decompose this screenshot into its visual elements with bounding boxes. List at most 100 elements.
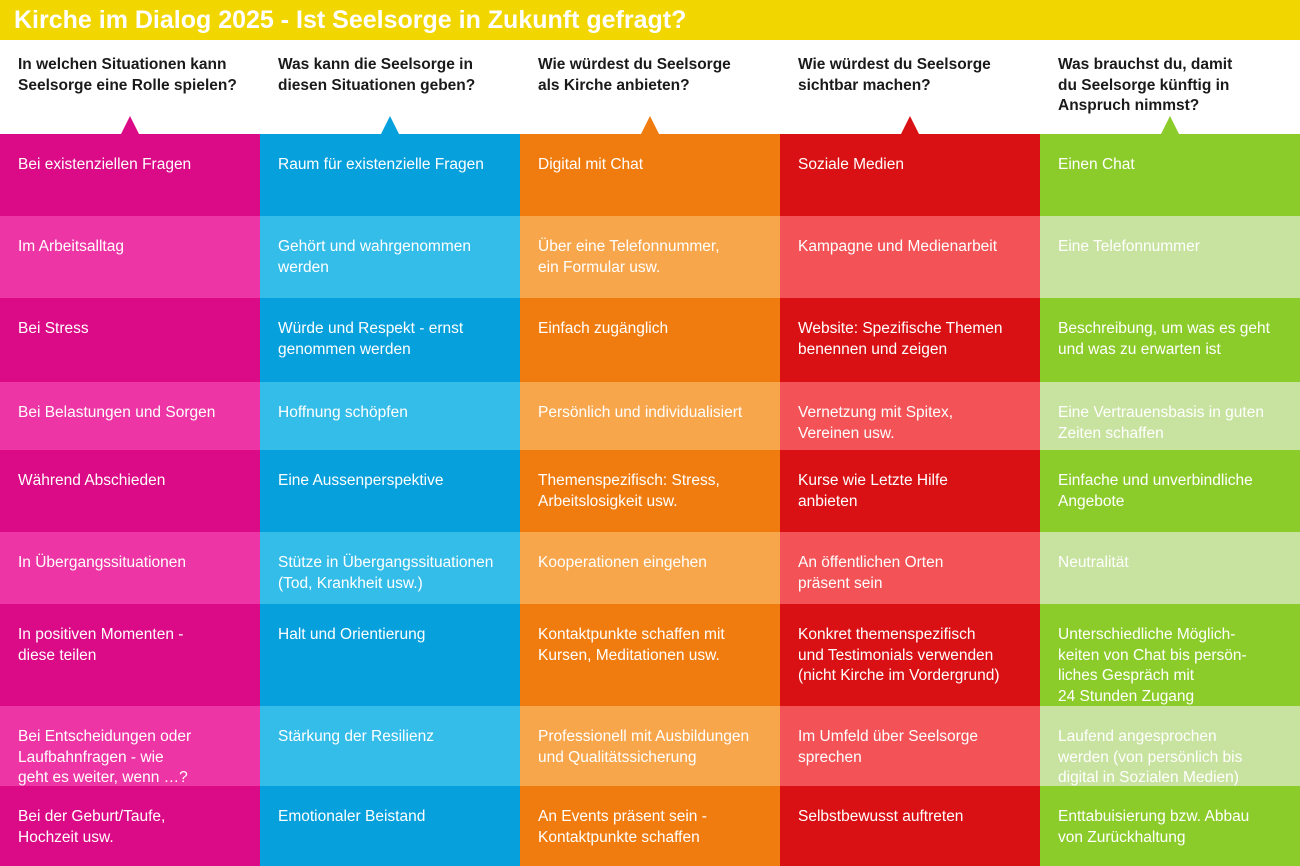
grid-cell: Professionell mit Ausbildungen und Quali… — [520, 706, 780, 786]
grid-cell: Unterschiedliche Möglich- keiten von Cha… — [1040, 604, 1300, 706]
grid-cell: Konkret themenspezifisch und Testimonial… — [780, 604, 1040, 706]
cell-text: Bei der Geburt/Taufe, Hochzeit usw. — [18, 808, 166, 846]
grid-cell: Vernetzung mit Spitex, Vereinen usw. — [780, 382, 1040, 450]
cell-text: Raum für existenzielle Fragen — [278, 156, 484, 173]
cell-text: Soziale Medien — [798, 156, 904, 173]
arrow-indicator-icon — [381, 116, 399, 134]
column-heading-church-offer: Wie würdest du Seelsorge als Kirche anbi… — [520, 40, 780, 134]
cell-text: Gehört und wahrgenommen werden — [278, 238, 472, 276]
cell-text: Emotionaler Beistand — [278, 808, 426, 825]
grid-cell: Eine Telefonnummer — [1040, 216, 1300, 298]
cell-text: Kontaktpunkte schaffen mit Kursen, Medit… — [538, 626, 725, 664]
cell-text: Neutralität — [1058, 554, 1129, 571]
grid-cell: Digital mit Chat — [520, 134, 780, 216]
grid-cell: Kooperationen eingehen — [520, 532, 780, 604]
arrow-indicator-icon — [901, 116, 919, 134]
grid-cell: Selbstbewusst auftreten — [780, 786, 1040, 866]
cell-text: Im Arbeitsalltag — [18, 238, 124, 255]
grid-cell: Einen Chat — [1040, 134, 1300, 216]
cell-text: Eine Vertrauensbasis in guten Zeiten sch… — [1058, 404, 1264, 442]
column-heading-text: Wie würdest du Seelsorge als Kirche anbi… — [538, 56, 731, 94]
grid-cell: Emotionaler Beistand — [260, 786, 520, 866]
grid-cell: Neutralität — [1040, 532, 1300, 604]
cell-text: Stärkung der Resilienz — [278, 728, 434, 745]
grid-cell: In Übergangssituationen — [0, 532, 260, 604]
cell-text: Eine Aussenperspektive — [278, 472, 444, 489]
grid-cell: Bei der Geburt/Taufe, Hochzeit usw. — [0, 786, 260, 866]
cell-text: Während Abschieden — [18, 472, 166, 489]
grid-cell: Hoffnung schöpfen — [260, 382, 520, 450]
cell-text: Bei Entscheidungen oder Laufbahnfragen -… — [18, 728, 192, 786]
grid-cell: Raum für existenzielle Fragen — [260, 134, 520, 216]
cell-text: Eine Telefonnummer — [1058, 238, 1200, 255]
grid-cell: Eine Aussenperspektive — [260, 450, 520, 532]
grid-cell: Gehört und wahrgenommen werden — [260, 216, 520, 298]
cell-text: In Übergangssituationen — [18, 554, 187, 571]
grid-cell: Im Umfeld über Seelsorge sprechen — [780, 706, 1040, 786]
grid-cell: Würde und Respekt - ernst genommen werde… — [260, 298, 520, 382]
cell-text: Kurse wie Letzte Hilfe anbieten — [798, 472, 948, 510]
cell-text: Kampagne und Medienarbeit — [798, 238, 998, 255]
cell-text: Hoffnung schöpfen — [278, 404, 408, 421]
column-situations: In welchen Situationen kann Seelsorge ei… — [0, 40, 260, 866]
cell-text: Einfach zugänglich — [538, 320, 669, 337]
grid-cell: Einfach zugänglich — [520, 298, 780, 382]
column-heading-text: Was brauchst du, damit du Seelsorge künf… — [1058, 56, 1233, 114]
grid-cell: Laufend angesprochen werden (von persönl… — [1040, 706, 1300, 786]
grid-cell: Stärkung der Resilienz — [260, 706, 520, 786]
column-needs: Was brauchst du, damit du Seelsorge künf… — [1040, 40, 1300, 866]
grid-cell: Kampagne und Medienarbeit — [780, 216, 1040, 298]
cell-text: Im Umfeld über Seelsorge sprechen — [798, 728, 979, 766]
page-title: Kirche im Dialog 2025 - Ist Seelsorge in… — [14, 6, 687, 34]
cell-text: An Events präsent sein - Kontaktpunkte s… — [538, 808, 707, 846]
cell-text: Beschreibung, um was es geht und was zu … — [1058, 320, 1270, 358]
cell-text: Bei Belastungen und Sorgen — [18, 404, 216, 421]
cell-text: Selbstbewusst auftreten — [798, 808, 964, 825]
grid-cell: Im Arbeitsalltag — [0, 216, 260, 298]
column-heading-text: Was kann die Seelsorge in diesen Situati… — [278, 56, 476, 94]
grid-cell: Stütze in Übergangssituationen (Tod, Kra… — [260, 532, 520, 604]
cell-text: Enttabuisierung bzw. Abbau von Zurückhal… — [1058, 808, 1250, 846]
grid-cell: Beschreibung, um was es geht und was zu … — [1040, 298, 1300, 382]
grid-cell: Persönlich und individualisiert — [520, 382, 780, 450]
grid-cell: Enttabuisierung bzw. Abbau von Zurückhal… — [1040, 786, 1300, 866]
grid-cell: Bei Stress — [0, 298, 260, 382]
grid-cell: Bei Belastungen und Sorgen — [0, 382, 260, 450]
cell-text: Halt und Orientierung — [278, 626, 426, 643]
grid-cell: Soziale Medien — [780, 134, 1040, 216]
column-heading-situations: In welchen Situationen kann Seelsorge ei… — [0, 40, 260, 134]
cell-text: Persönlich und individualisiert — [538, 404, 743, 421]
grid-cell: Themenspezifisch: Stress, Arbeitslosigke… — [520, 450, 780, 532]
cell-text: Unterschiedliche Möglich- keiten von Cha… — [1058, 626, 1247, 705]
cell-text: Über eine Telefonnummer, ein Formular us… — [538, 238, 720, 276]
grid-cell: Kurse wie Letzte Hilfe anbieten — [780, 450, 1040, 532]
cell-text: Einen Chat — [1058, 156, 1135, 173]
cell-text: Vernetzung mit Spitex, Vereinen usw. — [798, 404, 954, 442]
column-heading-visibility: Wie würdest du Seelsorge sichtbar machen… — [780, 40, 1040, 134]
column-heading-text: In welchen Situationen kann Seelsorge ei… — [18, 56, 237, 94]
cell-text: Konkret themenspezifisch und Testimonial… — [798, 626, 1000, 684]
cell-text: Bei Stress — [18, 320, 89, 337]
grid-cell: In positiven Momenten - diese teilen — [0, 604, 260, 706]
cell-text: Kooperationen eingehen — [538, 554, 707, 571]
arrow-indicator-icon — [641, 116, 659, 134]
grid-cell: Während Abschieden — [0, 450, 260, 532]
cell-text: Stütze in Übergangssituationen (Tod, Kra… — [278, 554, 494, 592]
cell-text: In positiven Momenten - diese teilen — [18, 626, 184, 664]
cell-text: Digital mit Chat — [538, 156, 644, 173]
arrow-indicator-icon — [121, 116, 139, 134]
column-church-offer: Wie würdest du Seelsorge als Kirche anbi… — [520, 40, 780, 866]
cell-text: Themenspezifisch: Stress, Arbeitslosigke… — [538, 472, 720, 510]
cell-text: Würde und Respekt - ernst genommen werde… — [278, 320, 464, 358]
column-heading-text: Wie würdest du Seelsorge sichtbar machen… — [798, 56, 991, 94]
column-visibility: Wie würdest du Seelsorge sichtbar machen… — [780, 40, 1040, 866]
column-heading-offerings: Was kann die Seelsorge in diesen Situati… — [260, 40, 520, 134]
cell-text: Professionell mit Ausbildungen und Quali… — [538, 728, 750, 766]
grid-cell: Über eine Telefonnummer, ein Formular us… — [520, 216, 780, 298]
title-bar: Kirche im Dialog 2025 - Ist Seelsorge in… — [0, 0, 1300, 40]
arrow-indicator-icon — [1161, 116, 1179, 134]
grid-cell: Kontaktpunkte schaffen mit Kursen, Medit… — [520, 604, 780, 706]
grid-cell: An Events präsent sein - Kontaktpunkte s… — [520, 786, 780, 866]
grid-cell: Bei Entscheidungen oder Laufbahnfragen -… — [0, 706, 260, 786]
